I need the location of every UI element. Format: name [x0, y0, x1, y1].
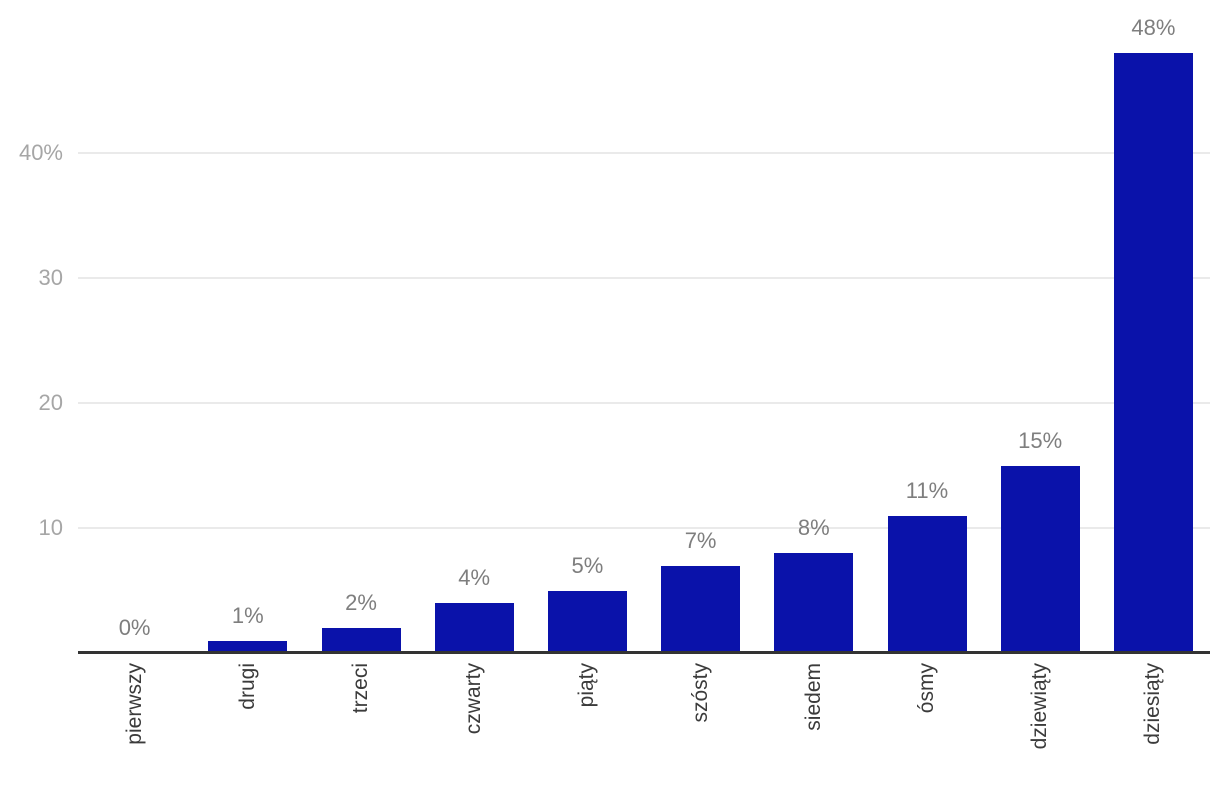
y-axis-tick-label: 20 [38, 390, 63, 415]
x-axis-category-label: drugi [235, 663, 259, 710]
bar [321, 628, 401, 653]
bar [887, 515, 967, 653]
bar [1000, 465, 1080, 653]
bar [661, 565, 741, 653]
bar [1113, 53, 1193, 653]
bar-value-label: 7% [684, 527, 717, 553]
x-axis-line [78, 651, 1210, 654]
bar [774, 553, 854, 653]
gridline [78, 277, 1210, 279]
bar-value-label: 2% [345, 590, 377, 615]
bar-value-label: 1% [231, 602, 264, 628]
gridline [78, 152, 1210, 154]
bar [434, 603, 514, 653]
bar-value-label: 48% [1131, 15, 1176, 40]
bar [208, 640, 288, 653]
x-axis-category-label: dziewiąty [1028, 663, 1052, 750]
gridline [78, 527, 1210, 529]
bar-value-label: 11% [905, 477, 949, 503]
bar-value-label: 8% [797, 515, 830, 540]
x-axis-category-label: trzeci [349, 663, 372, 714]
bar-value-label: 5% [571, 552, 604, 578]
x-axis-category-label: piąty [575, 663, 599, 708]
x-axis-category-label: pierwszy [122, 663, 146, 745]
x-axis-category-label: ósmy [915, 663, 938, 714]
gridline [78, 402, 1210, 404]
bar-value-label: 4% [458, 565, 491, 590]
bar-value-label: 15% [1018, 427, 1063, 453]
x-axis-category-label: siedem [801, 663, 825, 731]
bar [547, 590, 627, 653]
y-axis-tick-label: 10 [38, 515, 63, 540]
y-axis-tick-label: 30 [38, 265, 63, 290]
y-axis-tick-label: 40% [18, 140, 63, 165]
x-axis-category-label: dziesiąty [1141, 663, 1165, 745]
x-axis-category-label: szósty [688, 663, 712, 723]
bar-value-label: 0% [118, 615, 151, 640]
x-axis-category-label: czwarty [462, 663, 486, 735]
